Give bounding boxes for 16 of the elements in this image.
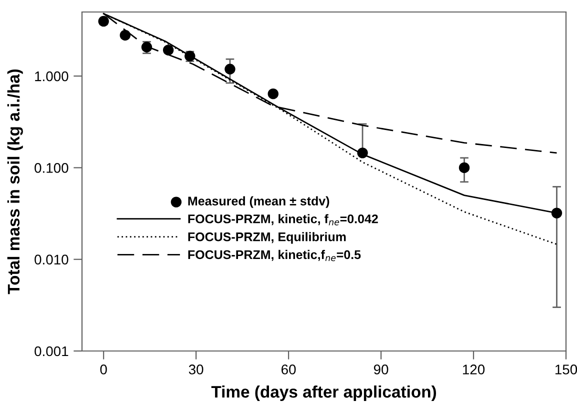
x-axis-title: Time (days after application) xyxy=(211,385,436,402)
y-tick-label: 0.001 xyxy=(34,346,68,356)
legend-label: FOCUS-PRZM, Equilibrium xyxy=(188,232,346,244)
x-tick-label: 0 xyxy=(100,364,107,374)
legend-label: FOCUS-PRZM, kinetic,f$_{ne}$=0.5 xyxy=(188,250,361,262)
x-tick-label: 150 xyxy=(555,364,577,374)
y-tick-label: 0.010 xyxy=(34,254,68,265)
legend-label: FOCUS-PRZM, kinetic, f$_{ne}$=0.042 xyxy=(188,214,378,226)
y-axis-title: Total mass in soil (kg a.i./ha) xyxy=(7,69,23,294)
x-tick-label: 90 xyxy=(374,364,388,374)
x-tick-label: 30 xyxy=(188,364,204,374)
x-tick-label: 60 xyxy=(282,364,296,374)
legend-label: Measured (mean ± stdv) xyxy=(188,196,330,208)
y-tick-label: 1.000 xyxy=(35,71,68,82)
y-tick-label: 0.100 xyxy=(34,163,68,173)
x-tick-label: 120 xyxy=(462,364,485,374)
